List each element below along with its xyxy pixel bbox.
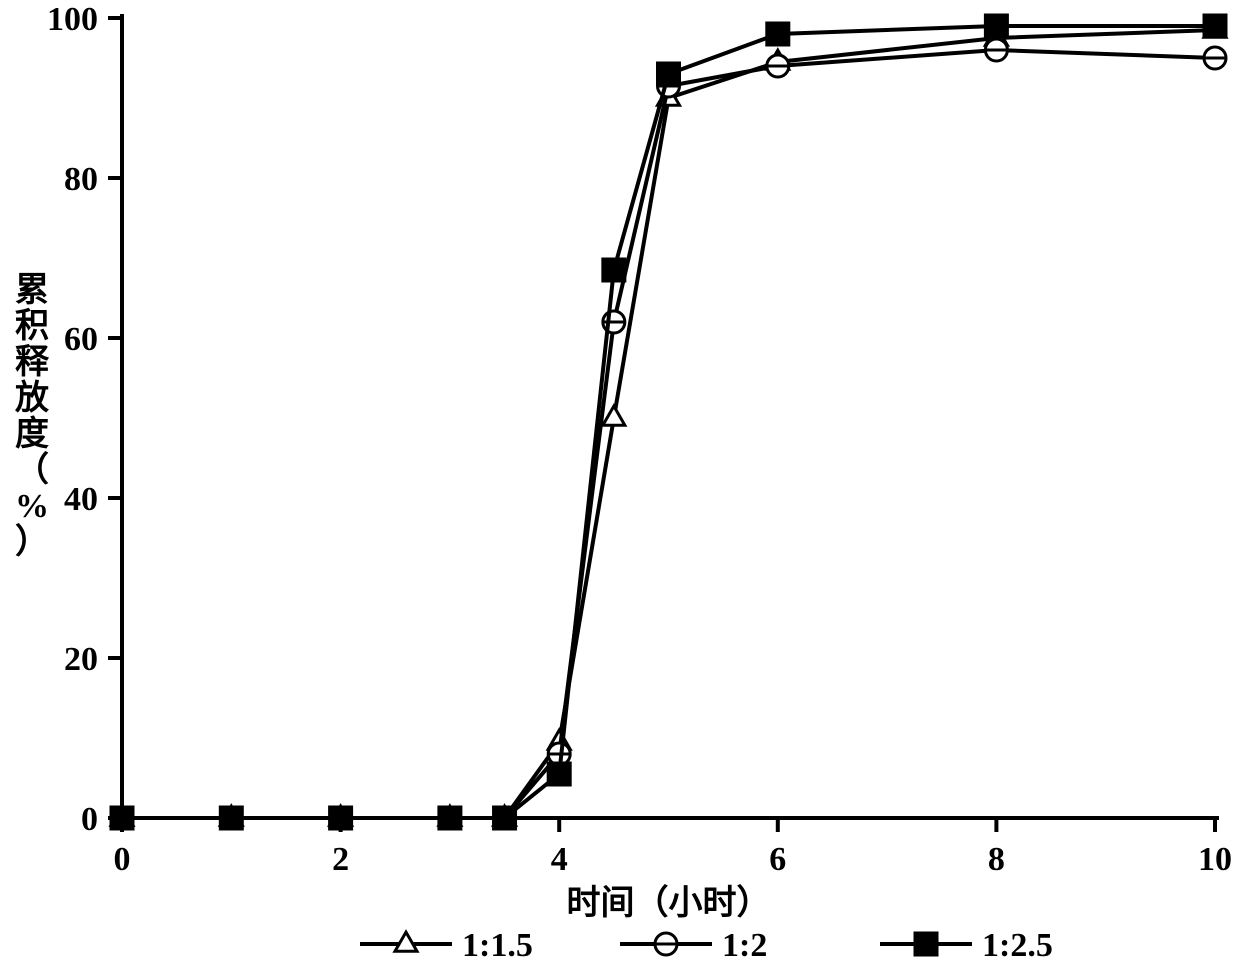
- square-marker: [1204, 15, 1226, 37]
- chart-background: [0, 0, 1240, 967]
- release-chart: 0246810020406080100时间（小时）累积释放度（%）1:1.51:…: [0, 0, 1240, 967]
- svg-text:）: ）: [15, 522, 49, 561]
- x-tick-label: 2: [332, 841, 349, 878]
- legend-square-icon: [915, 933, 937, 955]
- square-marker: [111, 807, 133, 829]
- square-marker: [494, 807, 516, 829]
- svg-text:累: 累: [15, 272, 49, 309]
- svg-text:（: （: [15, 450, 49, 489]
- svg-text:释: 释: [15, 343, 50, 381]
- x-tick-label: 8: [988, 841, 1005, 878]
- svg-text:积: 积: [15, 307, 49, 345]
- y-tick-label: 80: [64, 161, 98, 198]
- svg-text:放: 放: [15, 379, 49, 417]
- square-marker: [985, 15, 1007, 37]
- x-tick-label: 4: [551, 841, 568, 878]
- legend-label: 1:2: [722, 927, 767, 964]
- square-marker: [658, 63, 680, 85]
- x-tick-label: 0: [114, 841, 131, 878]
- square-marker: [767, 23, 789, 45]
- svg-text:度: 度: [15, 415, 49, 453]
- x-tick-label: 6: [769, 841, 786, 878]
- y-tick-label: 100: [47, 1, 98, 38]
- y-tick-label: 40: [64, 481, 98, 518]
- x-axis-label: 时间（小时）: [567, 883, 771, 922]
- y-tick-label: 0: [81, 801, 98, 838]
- x-tick-label: 10: [1198, 841, 1232, 878]
- svg-text:%: %: [15, 488, 49, 525]
- y-axis-label: 累积释放度（%）: [15, 272, 50, 561]
- square-marker: [439, 807, 461, 829]
- legend-label: 1:2.5: [982, 927, 1053, 964]
- legend-label: 1:1.5: [462, 927, 533, 964]
- square-marker: [330, 807, 352, 829]
- square-marker: [603, 259, 625, 281]
- y-tick-label: 60: [64, 321, 98, 358]
- square-marker: [220, 807, 242, 829]
- square-marker: [548, 763, 570, 785]
- release-chart-container: 0246810020406080100时间（小时）累积释放度（%）1:1.51:…: [0, 0, 1240, 967]
- y-tick-label: 20: [64, 641, 98, 678]
